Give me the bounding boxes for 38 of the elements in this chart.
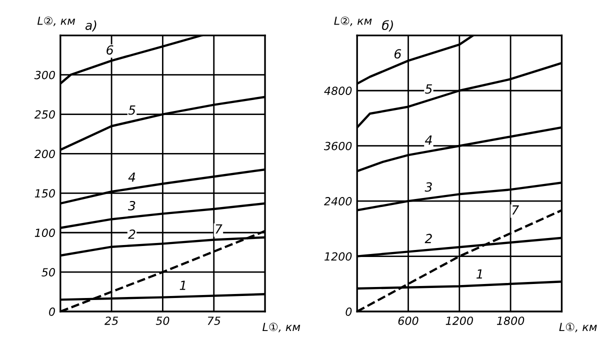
chart-title: б) xyxy=(382,20,393,32)
series-label: 5 xyxy=(128,106,136,115)
y-tick-label: 3600 xyxy=(324,142,352,150)
y-tick-label: 300 xyxy=(34,70,55,80)
y-tick-label: 150 xyxy=(34,189,55,198)
x-axis-title: L①, км xyxy=(559,322,597,332)
series-label: 6 xyxy=(106,45,114,55)
y-axis-title: L②, км xyxy=(37,16,76,26)
series-label: 2 xyxy=(128,230,136,239)
x-tick-label: 1200 xyxy=(446,316,473,325)
series-label: 3 xyxy=(128,200,136,210)
y-tick-label: 4800 xyxy=(324,86,352,96)
series-label: 4 xyxy=(424,135,432,145)
series-label: 1 xyxy=(180,280,186,290)
x-tick-label: 600 xyxy=(398,316,418,325)
series-label: 4 xyxy=(128,172,136,182)
series-label: 6 xyxy=(394,49,402,59)
y-axis-title: L②, км xyxy=(334,16,372,26)
y-tick-label: 200 xyxy=(34,150,55,158)
y-tick-label: 2400 xyxy=(324,197,352,206)
y-tick-label: 50 xyxy=(42,268,55,276)
y-tick-label: 0 xyxy=(49,307,55,316)
series-label: 7 xyxy=(216,224,222,234)
x-tick-label: 25 xyxy=(104,316,118,325)
chart-title: а) xyxy=(85,20,96,32)
x-tick-label: 1800 xyxy=(496,316,524,325)
y-tick-label: 0 xyxy=(346,307,352,316)
x-tick-label: 50 xyxy=(156,316,170,325)
series-label: 2 xyxy=(424,234,432,244)
y-tick-label: 250 xyxy=(34,110,55,119)
x-axis-title: L①, км xyxy=(262,322,300,332)
series-label: 3 xyxy=(424,182,432,192)
y-tick-label: 100 xyxy=(34,228,55,238)
y-tick-label: 1200 xyxy=(324,252,352,261)
x-tick-label: 75 xyxy=(208,316,220,325)
series-label: 5 xyxy=(424,84,432,94)
series-label: 7 xyxy=(512,205,520,215)
series-label: 1 xyxy=(476,269,482,279)
